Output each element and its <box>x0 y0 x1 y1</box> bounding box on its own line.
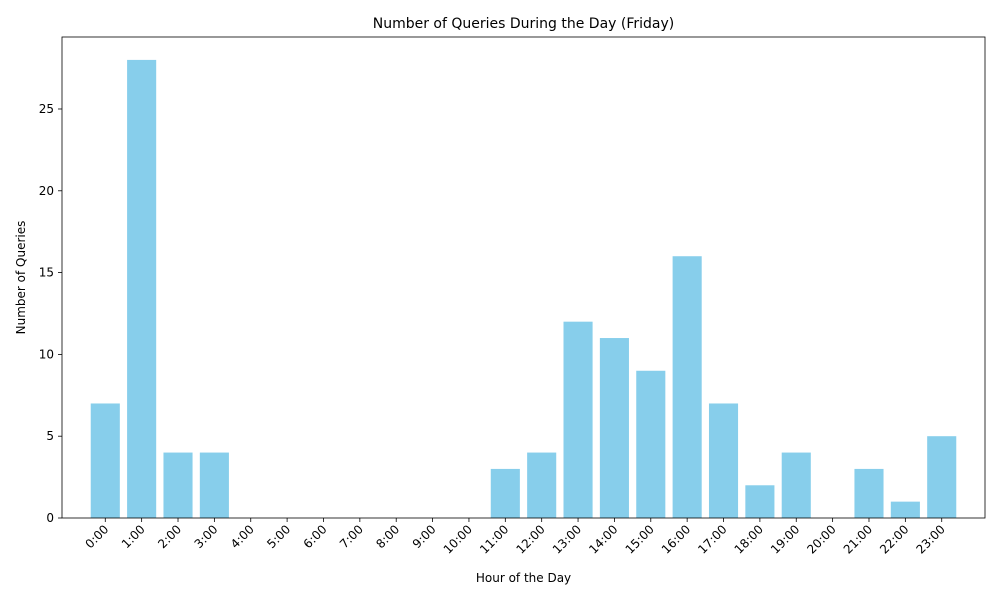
x-tick-label: 23:00 <box>913 522 947 556</box>
x-tick-label: 7:00 <box>337 522 366 551</box>
x-tick-label: 10:00 <box>441 522 475 556</box>
bar-18-00 <box>745 485 775 518</box>
bar-16-00 <box>672 256 702 518</box>
x-axis-label: Hour of the Day <box>476 571 571 585</box>
y-tick-label: 15 <box>39 266 54 280</box>
x-tick-label: 3:00 <box>192 522 221 551</box>
y-tick-label: 5 <box>46 429 54 443</box>
bar-11-00 <box>490 468 520 518</box>
bar-3-00 <box>199 452 229 518</box>
x-tick-label: 6:00 <box>301 522 330 551</box>
x-tick-label: 0:00 <box>82 522 111 551</box>
bar-0-00 <box>90 403 120 518</box>
bar-12-00 <box>527 452 557 518</box>
bar-22-00 <box>890 501 920 518</box>
bar-23-00 <box>927 436 957 518</box>
x-tick-label: 21:00 <box>841 522 875 556</box>
plot-frame <box>61 36 986 519</box>
y-tick-label: 10 <box>39 347 54 361</box>
x-tick-label: 5:00 <box>264 522 293 551</box>
x-tick-label: 11:00 <box>477 522 511 556</box>
y-tick-label: 20 <box>39 184 54 198</box>
x-axis-ticks: 0:00 1:00 2:00 3:00 4:00 5:00 6:00 7:00 8:00 9:00… <box>82 518 948 557</box>
x-tick-label: 17:00 <box>695 522 729 556</box>
x-tick-label: 13:00 <box>550 522 584 556</box>
bar-13-00 <box>563 321 593 518</box>
x-tick-label: 4:00 <box>228 522 257 551</box>
x-tick-label: 9:00 <box>410 522 439 551</box>
bars-layer <box>90 59 957 519</box>
x-tick-label: 14:00 <box>586 522 620 556</box>
bar-14-00 <box>599 338 629 518</box>
bar-1-00 <box>127 59 157 519</box>
bar-19-00 <box>781 452 811 518</box>
axes-layer <box>61 36 986 519</box>
y-axis-label: Number of Queries <box>14 221 28 335</box>
bar-17-00 <box>708 403 739 518</box>
chart-title: Number of Queries During the Day (Friday… <box>373 16 675 32</box>
y-tick-label: 0 <box>46 511 54 525</box>
bar-21-00 <box>854 468 884 518</box>
x-tick-label: 22:00 <box>877 522 911 556</box>
x-tick-label: 12:00 <box>513 522 547 556</box>
x-tick-label: 16:00 <box>659 522 693 556</box>
x-tick-label: 1:00 <box>119 522 148 551</box>
x-tick-label: 19:00 <box>768 522 802 556</box>
bar-15-00 <box>636 370 666 518</box>
y-axis-ticks: 0 5 10 15 20 25 <box>39 102 62 525</box>
x-tick-label: 18:00 <box>732 522 766 556</box>
x-tick-label: 20:00 <box>804 522 838 556</box>
bar-2-00 <box>163 452 193 518</box>
x-tick-label: 8:00 <box>373 522 402 551</box>
x-tick-label: 15:00 <box>623 522 657 556</box>
y-tick-label: 25 <box>39 102 54 116</box>
x-tick-label: 2:00 <box>155 522 184 551</box>
